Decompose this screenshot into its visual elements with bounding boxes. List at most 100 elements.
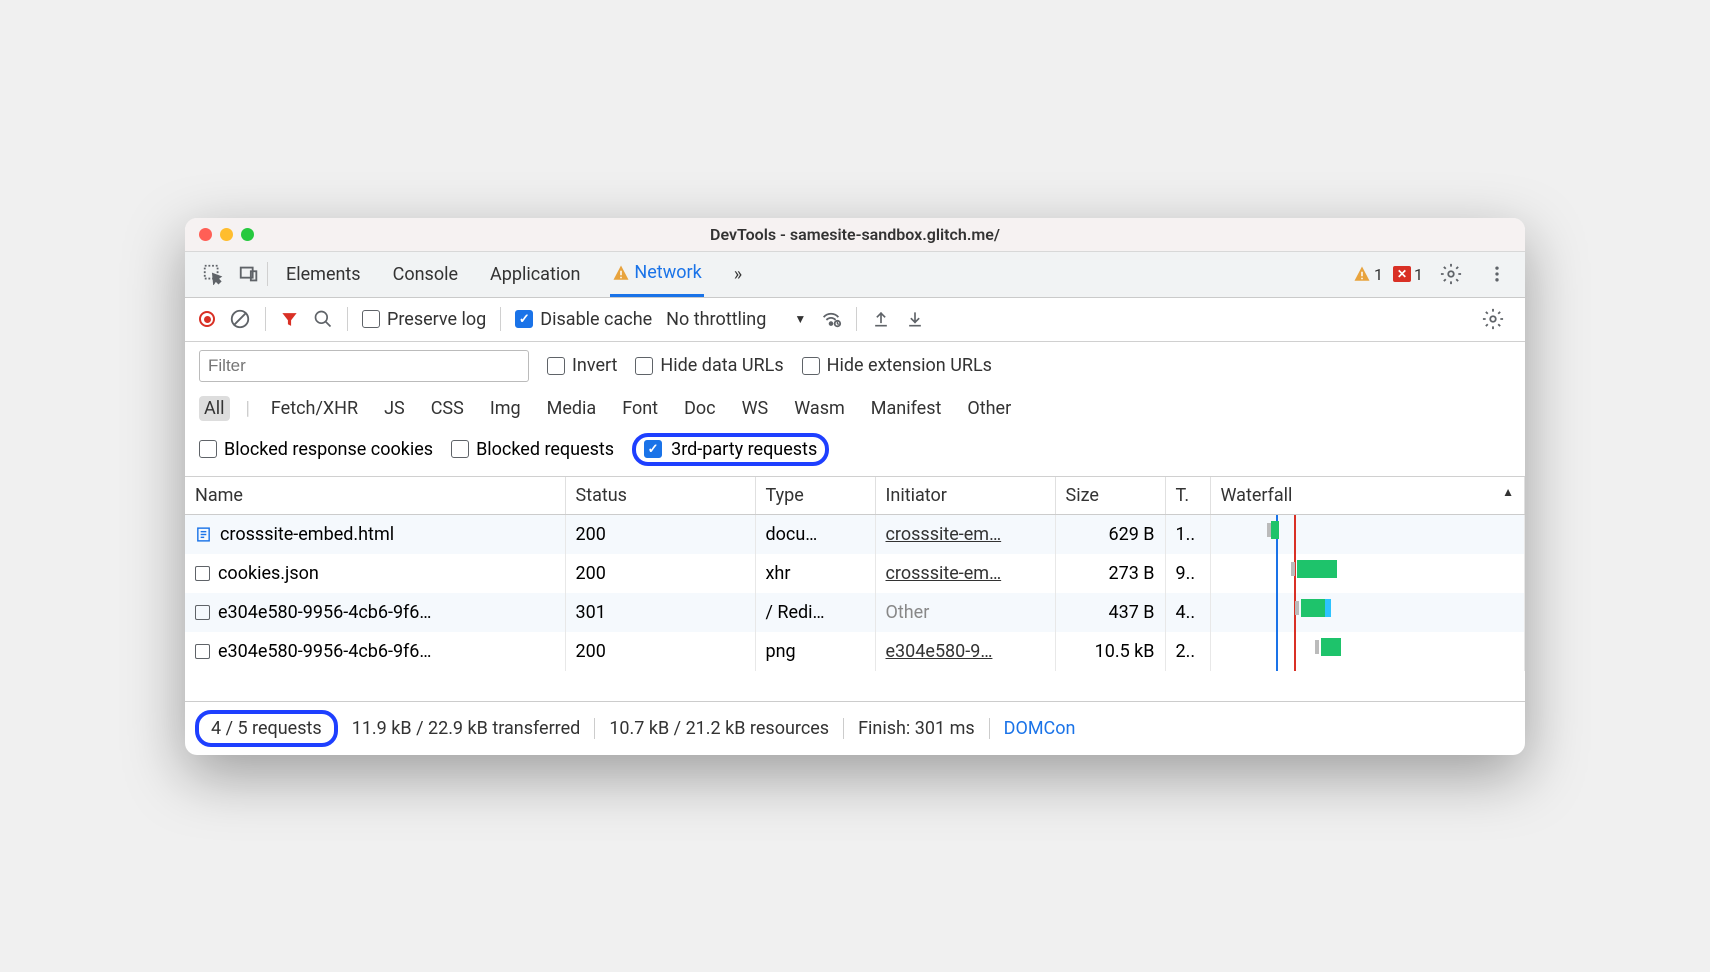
disable-cache-checkbox[interactable]: Disable cache	[515, 309, 652, 330]
table-row[interactable]: cookies.json200xhrcrosssite-em…273 B9..	[185, 554, 1525, 593]
minimize-window[interactable]	[220, 228, 233, 241]
type-filter-manifest[interactable]: Manifest	[866, 396, 947, 421]
panel-settings-icon[interactable]	[1475, 301, 1511, 337]
dom-content-loaded[interactable]: DOMCon	[990, 718, 1090, 739]
request-status: 200	[565, 514, 755, 554]
devtools-window: DevTools - samesite-sandbox.glitch.me/ E…	[185, 218, 1525, 755]
request-time: 9..	[1165, 554, 1210, 593]
network-toolbar: Preserve log Disable cache No throttling…	[185, 298, 1525, 342]
close-window[interactable]	[199, 228, 212, 241]
traffic-lights	[199, 228, 254, 241]
request-name: e304e580-9956-4cb6-9f6…	[218, 641, 431, 662]
tab-console[interactable]: Console	[391, 252, 460, 297]
record-button[interactable]	[199, 311, 215, 327]
export-icon[interactable]	[905, 309, 925, 329]
request-initiator: Other	[875, 593, 1055, 632]
settings-icon[interactable]	[1433, 256, 1469, 292]
request-initiator: e304e580-9…	[875, 632, 1055, 671]
waterfall-cell	[1210, 514, 1525, 554]
type-filter-wasm[interactable]: Wasm	[789, 396, 850, 421]
finish-time: Finish: 301 ms	[844, 718, 990, 739]
type-filter-doc[interactable]: Doc	[679, 396, 721, 421]
col-time[interactable]: T.	[1165, 477, 1210, 515]
request-type: docu…	[755, 514, 875, 554]
tab-network-label: Network	[634, 262, 701, 283]
tab-elements[interactable]: Elements	[284, 252, 363, 297]
inspect-icon[interactable]	[195, 256, 231, 292]
error-icon: ✕	[1393, 266, 1411, 282]
waterfall-cell	[1210, 554, 1525, 593]
table-header-row: Name Status Type Initiator Size T. Water…	[185, 477, 1525, 515]
type-filter-css[interactable]: CSS	[426, 396, 469, 421]
preserve-log-checkbox[interactable]: Preserve log	[362, 309, 486, 330]
request-size: 629 B	[1055, 514, 1165, 554]
panel-tabs: Elements Console Application Network » 1…	[185, 252, 1525, 298]
type-filter-media[interactable]: Media	[542, 396, 602, 421]
type-filter-img[interactable]: Img	[485, 396, 526, 421]
tab-elements-label: Elements	[286, 264, 361, 285]
request-name: crosssite-embed.html	[220, 524, 394, 545]
errors-counter[interactable]: ✕ 1	[1393, 265, 1423, 284]
maximize-window[interactable]	[241, 228, 254, 241]
resources-size: 10.7 kB / 21.2 kB resources	[595, 718, 844, 739]
waterfall-cell	[1210, 593, 1525, 632]
warnings-counter[interactable]: 1	[1353, 265, 1383, 284]
request-time: 4..	[1165, 593, 1210, 632]
throttling-select[interactable]: No throttling ▼	[666, 309, 806, 330]
titlebar: DevTools - samesite-sandbox.glitch.me/	[185, 218, 1525, 252]
type-filter-ws[interactable]: WS	[737, 396, 774, 421]
col-type[interactable]: Type	[755, 477, 875, 515]
type-filter-other[interactable]: Other	[962, 396, 1016, 421]
kebab-menu-icon[interactable]	[1479, 256, 1515, 292]
hide-data-urls-checkbox[interactable]: Hide data URLs	[635, 355, 783, 376]
status-bar: 4 / 5 requests 11.9 kB / 22.9 kB transfe…	[185, 701, 1525, 755]
import-icon[interactable]	[871, 309, 891, 329]
request-time: 1..	[1165, 514, 1210, 554]
col-name[interactable]: Name	[185, 477, 565, 515]
transferred-size: 11.9 kB / 22.9 kB transferred	[338, 718, 596, 739]
request-size: 10.5 kB	[1055, 632, 1165, 671]
blocked-response-cookies-checkbox[interactable]: Blocked response cookies	[199, 439, 433, 460]
tab-console-label: Console	[393, 264, 458, 285]
type-filter-font[interactable]: Font	[617, 396, 663, 421]
col-status[interactable]: Status	[565, 477, 755, 515]
col-initiator[interactable]: Initiator	[875, 477, 1055, 515]
network-conditions-icon[interactable]	[820, 308, 842, 330]
table-row[interactable]: e304e580-9956-4cb6-9f6… 200pnge304e580-9……	[185, 632, 1525, 671]
third-party-highlight: 3rd-party requests	[632, 433, 829, 466]
hide-extension-urls-checkbox[interactable]: Hide extension URLs	[802, 355, 992, 376]
tab-more[interactable]: »	[732, 252, 744, 297]
request-status: 200	[565, 632, 755, 671]
table-row[interactable]: crosssite-embed.html 200docu…crosssite-em…	[185, 514, 1525, 554]
type-filter-js[interactable]: JS	[379, 396, 410, 421]
file-icon	[195, 605, 210, 620]
request-initiator: crosssite-em…	[875, 514, 1055, 554]
document-icon	[195, 526, 212, 543]
filter-icon[interactable]	[280, 310, 299, 329]
clear-button[interactable]	[229, 308, 251, 330]
third-party-requests-checkbox[interactable]: 3rd-party requests	[644, 439, 817, 460]
blocked-requests-checkbox[interactable]: Blocked requests	[451, 439, 614, 460]
request-status: 301	[565, 593, 755, 632]
request-initiator: crosssite-em…	[875, 554, 1055, 593]
tab-network[interactable]: Network	[610, 252, 703, 297]
filter-input[interactable]	[199, 350, 529, 382]
request-type: / Redi…	[755, 593, 875, 632]
col-waterfall[interactable]: Waterfall	[1210, 477, 1525, 515]
caret-down-icon: ▼	[794, 312, 806, 326]
col-size[interactable]: Size	[1055, 477, 1165, 515]
table-row[interactable]: e304e580-9956-4cb6-9f6…301/ Redi…Other43…	[185, 593, 1525, 632]
request-status: 200	[565, 554, 755, 593]
invert-checkbox[interactable]: Invert	[547, 355, 617, 376]
requests-table: Name Status Type Initiator Size T. Water…	[185, 477, 1525, 671]
device-toggle-icon[interactable]	[231, 256, 267, 292]
request-time: 2..	[1165, 632, 1210, 671]
request-name: cookies.json	[218, 563, 319, 584]
search-icon[interactable]	[313, 309, 333, 329]
request-type: png	[755, 632, 875, 671]
file-icon	[195, 644, 210, 659]
type-filter-all[interactable]: All	[199, 396, 230, 421]
type-filter-fetch[interactable]: Fetch/XHR	[266, 396, 363, 421]
tab-application[interactable]: Application	[488, 252, 582, 297]
filter-bar: Invert Hide data URLs Hide extension URL…	[185, 342, 1525, 390]
